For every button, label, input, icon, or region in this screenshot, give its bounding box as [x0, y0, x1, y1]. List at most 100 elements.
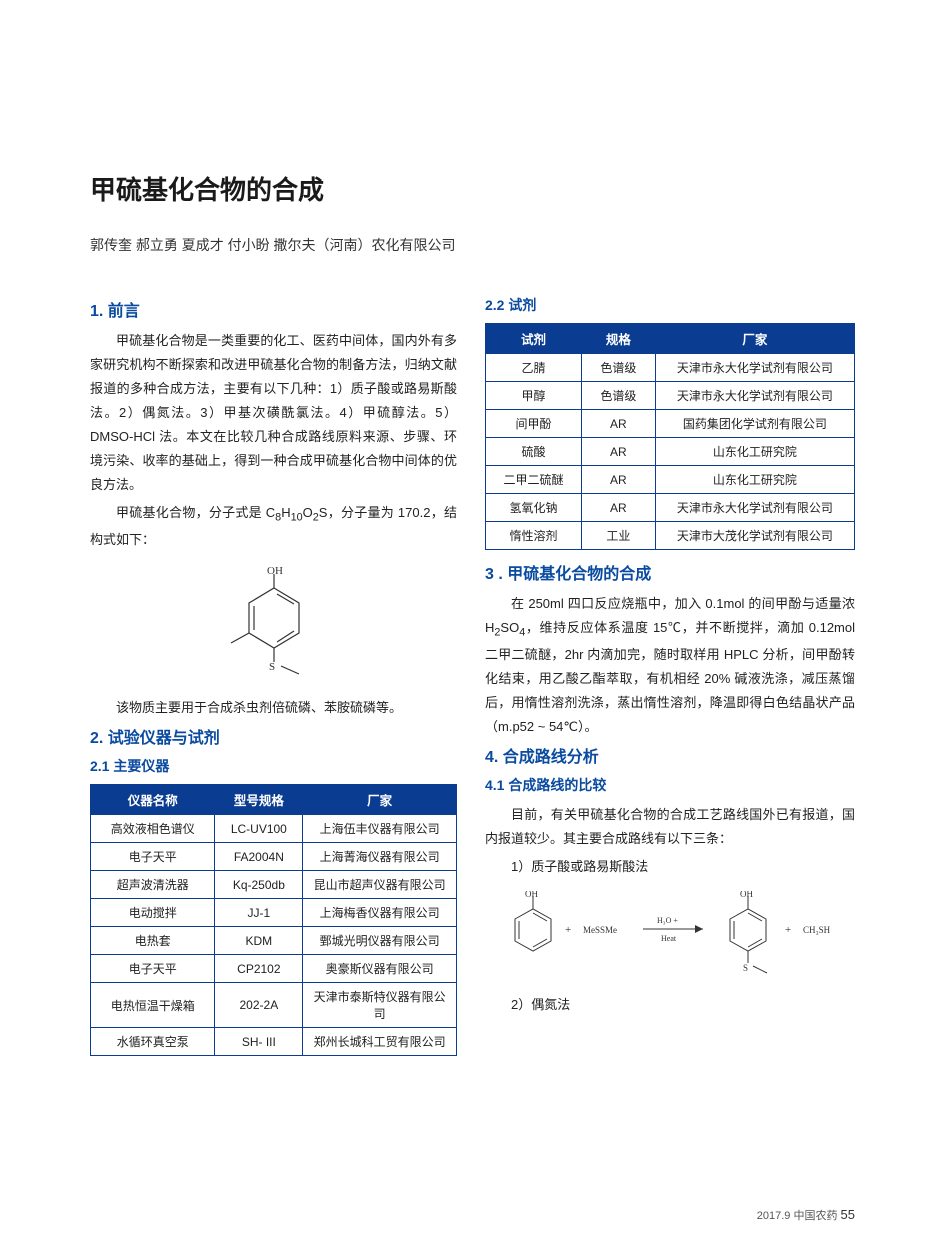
section-2-2-heading: 2.2 试剂 — [485, 295, 855, 315]
rxn-oh1: OH — [525, 891, 538, 899]
table-cell: 间甲酚 — [486, 410, 582, 438]
table-cell: 电热恒温干燥箱 — [91, 983, 215, 1028]
table-cell: 上海伍丰仪器有限公司 — [303, 815, 457, 843]
table-cell: 二甲二硫醚 — [486, 466, 582, 494]
sec1-p2-a: 甲硫基化合物，分子式是 C — [116, 505, 275, 520]
sec3-para1: 在 250ml 四口反应烧瓶中，加入 0.1mol 的间甲酚与适量浓 H2SO4… — [485, 592, 855, 739]
page-number: 55 — [841, 1207, 855, 1222]
table-cell: 国药集团化学试剂有限公司 — [655, 410, 854, 438]
section-1-heading: 1. 前言 — [90, 297, 457, 321]
table-cell: JJ-1 — [215, 899, 303, 927]
rxn-messme: MeSSMe — [583, 925, 617, 935]
rxn-cond-bot: Heat — [661, 934, 677, 943]
page-footer: 2017.9 中国农药 55 — [757, 1207, 855, 1223]
structure-oh-label: OH — [267, 566, 283, 577]
sec1-para1: 甲硫基化合物是一类重要的化工、医药中间体，国内外有多家研究机构不断探索和改进甲硫… — [90, 329, 457, 497]
table-cell: 天津市永大化学试剂有限公司 — [655, 382, 854, 410]
table-cell: SH- III — [215, 1028, 303, 1056]
section-3-heading: 3 . 甲硫基化合物的合成 — [485, 560, 855, 584]
table-cell: 山东化工研究院 — [655, 438, 854, 466]
table-row: 乙腈色谱级天津市永大化学试剂有限公司 — [486, 354, 855, 382]
table-row: 甲醇色谱级天津市永大化学试剂有限公司 — [486, 382, 855, 410]
route-item-1: 1）质子酸或路易斯酸法 — [485, 855, 855, 879]
table-cell: 上海梅香仪器有限公司 — [303, 899, 457, 927]
table-row: 水循环真空泵SH- III郑州长城科工贸有限公司 — [91, 1028, 457, 1056]
sec3-p1-c: ，维持反应体系温度 15℃，并不断搅拌，滴加 0.12mol 二甲二硫醚，2hr… — [485, 620, 855, 734]
chemical-structure-diagram: OH S — [90, 566, 457, 686]
sec1-para3: 该物质主要用于合成杀虫剂倍硫磷、苯胺硫磷等。 — [90, 696, 457, 720]
authors-line: 郭传奎 郝立勇 夏成才 付小盼 撒尔夫（河南）农化有限公司 — [90, 235, 855, 255]
t2-h3: 厂家 — [655, 324, 854, 354]
table-row: 超声波清洗器Kq-250db昆山市超声仪器有限公司 — [91, 871, 457, 899]
t1-h3: 厂家 — [303, 785, 457, 815]
section-4-heading: 4. 合成路线分析 — [485, 743, 855, 767]
table-row: 电子天平FA2004N上海菁海仪器有限公司 — [91, 843, 457, 871]
table-cell: 奥豪斯仪器有限公司 — [303, 955, 457, 983]
table-header-row: 试剂 规格 厂家 — [486, 324, 855, 354]
table-cell: 天津市泰斯特仪器有限公司 — [303, 983, 457, 1028]
rxn-s: S — [743, 963, 748, 973]
table-cell: 天津市永大化学试剂有限公司 — [655, 354, 854, 382]
table-header-row: 仪器名称 型号规格 厂家 — [91, 785, 457, 815]
table-cell: AR — [581, 410, 655, 438]
table-cell: 电动搅拌 — [91, 899, 215, 927]
table-cell: 工业 — [581, 522, 655, 550]
table-cell: 山东化工研究院 — [655, 466, 854, 494]
section-2-1-heading: 2.1 主要仪器 — [90, 756, 457, 776]
table-row: 电动搅拌JJ-1上海梅香仪器有限公司 — [91, 899, 457, 927]
table-row: 电热恒温干燥箱202-2A天津市泰斯特仪器有限公司 — [91, 983, 457, 1028]
structure-s-label: S — [269, 661, 275, 673]
rxn-plus1: + — [565, 924, 571, 936]
table-cell: 超声波清洗器 — [91, 871, 215, 899]
reaction-scheme: OH + MeSSMe H₃O + Heat OH — [485, 891, 855, 981]
sub-10: 10 — [291, 512, 303, 524]
page-title: 甲硫基化合物的合成 — [90, 170, 855, 207]
table-cell: 电子天平 — [91, 955, 215, 983]
rxn-byproduct: CH₃SH — [803, 925, 831, 935]
table-row: 电子天平CP2102奥豪斯仪器有限公司 — [91, 955, 457, 983]
section-2-heading: 2. 试验仪器与试剂 — [90, 724, 457, 748]
table-cell: 电热套 — [91, 927, 215, 955]
table-cell: 天津市永大化学试剂有限公司 — [655, 494, 854, 522]
t2-h1: 试剂 — [486, 324, 582, 354]
rxn-oh2: OH — [740, 891, 753, 899]
table-cell: FA2004N — [215, 843, 303, 871]
t1-h2: 型号规格 — [215, 785, 303, 815]
t1-h1: 仪器名称 — [91, 785, 215, 815]
table-cell: AR — [581, 466, 655, 494]
right-column: 2.2 试剂 试剂 规格 厂家 乙腈色谱级天津市永大化学试剂有限公司甲醇色谱级天… — [485, 293, 855, 1066]
table-row: 二甲二硫醚AR山东化工研究院 — [486, 466, 855, 494]
table-cell: AR — [581, 494, 655, 522]
table-cell: 色谱级 — [581, 382, 655, 410]
sec3-p1-b: SO — [500, 620, 519, 635]
table-cell: 色谱级 — [581, 354, 655, 382]
table-row: 氢氧化钠AR天津市永大化学试剂有限公司 — [486, 494, 855, 522]
table-cell: 昆山市超声仪器有限公司 — [303, 871, 457, 899]
table-cell: 上海菁海仪器有限公司 — [303, 843, 457, 871]
table-cell: 郑州长城科工贸有限公司 — [303, 1028, 457, 1056]
table-cell: 甲醇 — [486, 382, 582, 410]
table-cell: LC-UV100 — [215, 815, 303, 843]
table-cell: 电子天平 — [91, 843, 215, 871]
table-cell: KDM — [215, 927, 303, 955]
rxn-cond-top: H₃O + — [657, 916, 678, 925]
table-row: 硫酸AR山东化工研究院 — [486, 438, 855, 466]
route-item-2: 2）偶氮法 — [485, 993, 855, 1017]
table-cell: 高效液相色谱仪 — [91, 815, 215, 843]
table-cell: 天津市大茂化学试剂有限公司 — [655, 522, 854, 550]
sec1-p2-b: H — [281, 505, 290, 520]
table-cell: 惰性溶剂 — [486, 522, 582, 550]
reagents-table: 试剂 规格 厂家 乙腈色谱级天津市永大化学试剂有限公司甲醇色谱级天津市永大化学试… — [485, 323, 855, 550]
rxn-plus2: + — [785, 924, 791, 936]
section-4-1-heading: 4.1 合成路线的比较 — [485, 775, 855, 795]
table-row: 惰性溶剂工业天津市大茂化学试剂有限公司 — [486, 522, 855, 550]
table-cell: Kq-250db — [215, 871, 303, 899]
table-row: 电热套KDM鄄城光明仪器有限公司 — [91, 927, 457, 955]
table-cell: 鄄城光明仪器有限公司 — [303, 927, 457, 955]
table-cell: 水循环真空泵 — [91, 1028, 215, 1056]
table-cell: 乙腈 — [486, 354, 582, 382]
table-cell: 硫酸 — [486, 438, 582, 466]
sec1-para2: 甲硫基化合物，分子式是 C8H10O2S，分子量为 170.2，结构式如下： — [90, 501, 457, 552]
table-row: 高效液相色谱仪LC-UV100上海伍丰仪器有限公司 — [91, 815, 457, 843]
sec1-p2-c: O — [303, 505, 313, 520]
